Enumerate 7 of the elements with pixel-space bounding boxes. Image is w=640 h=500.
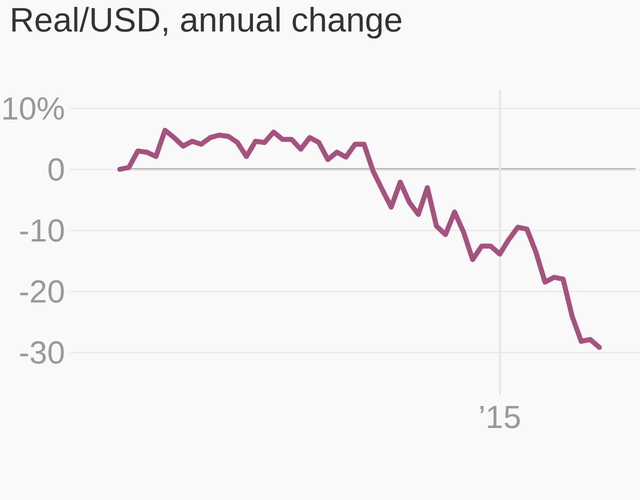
x-tick-label: ’15 <box>478 399 522 435</box>
chart-title: Real/USD, annual change <box>10 1 403 40</box>
y-tick-label: 10% <box>0 90 65 126</box>
y-tick-label: 0 <box>47 152 65 188</box>
y-tick-label: -20 <box>18 274 65 310</box>
y-tick-label: -30 <box>18 334 65 370</box>
y-tick-label: -10 <box>18 212 65 248</box>
